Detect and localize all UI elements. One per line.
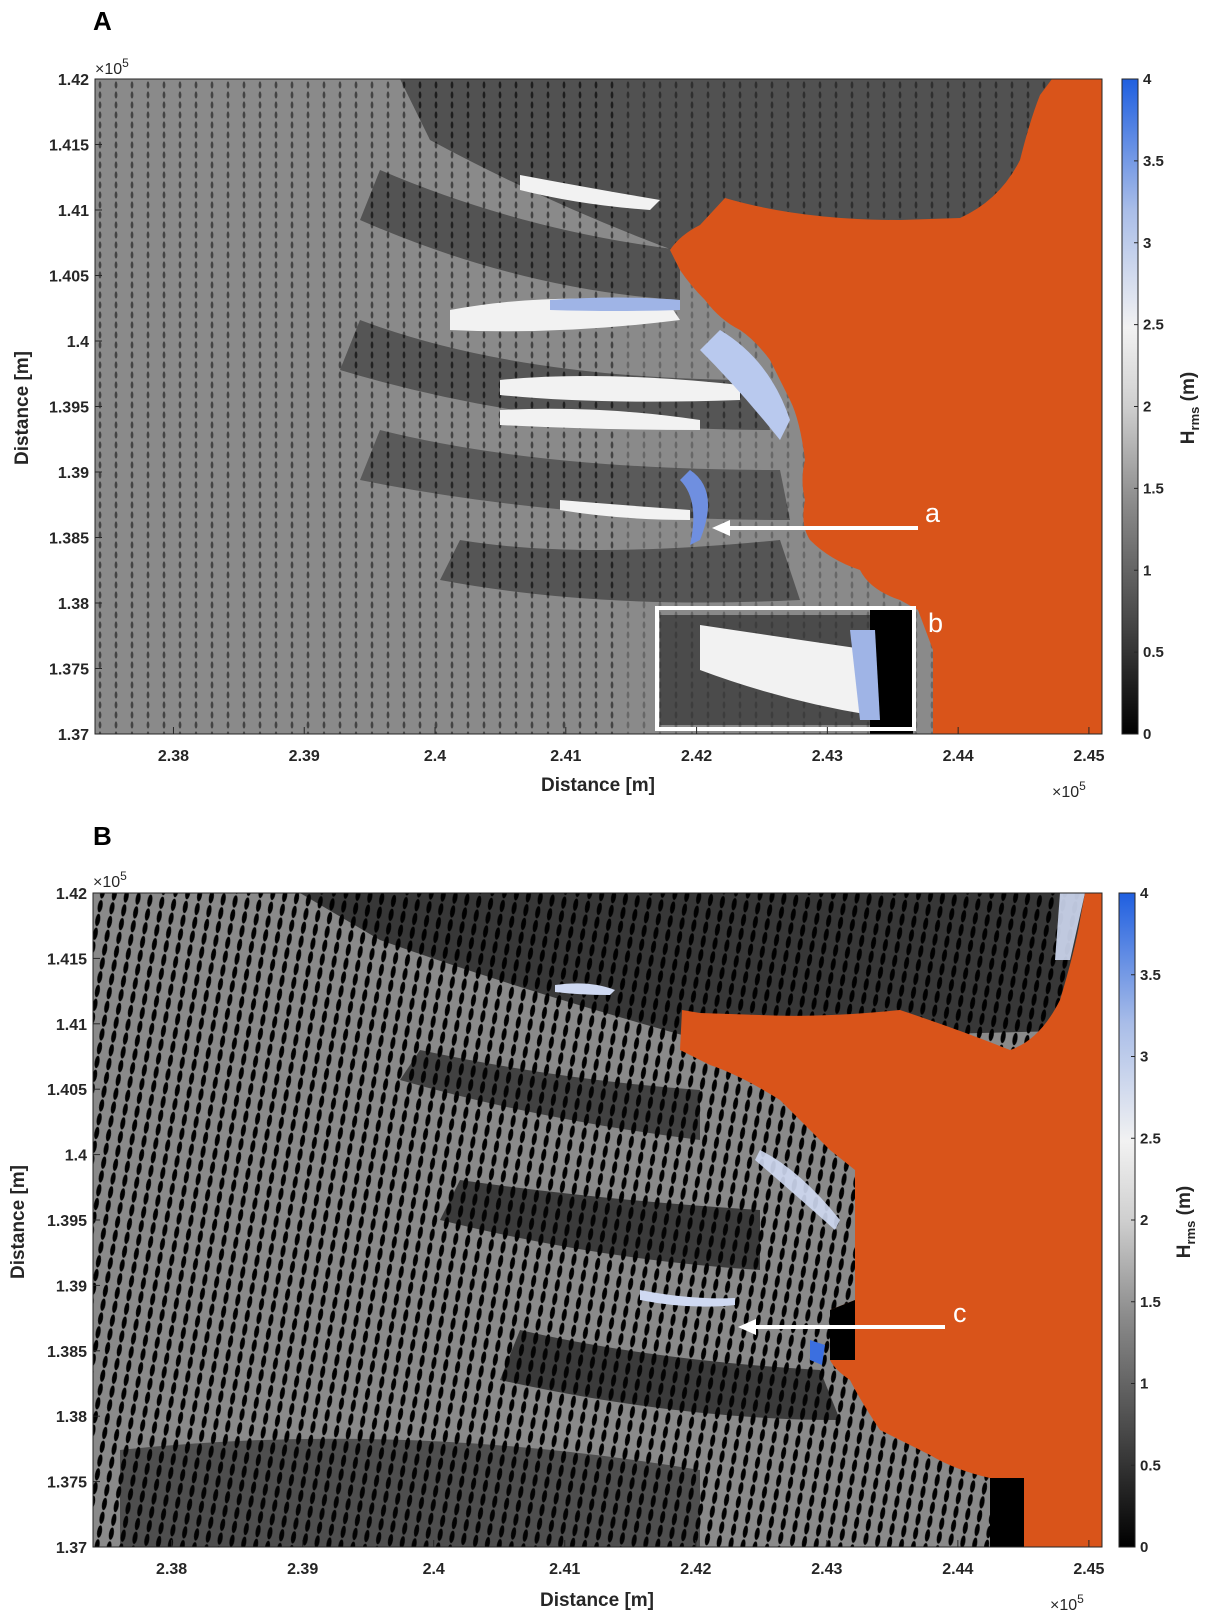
y-multiplier-a: ×105 <box>95 56 129 78</box>
colorbar-tick-label-a: 1.5 <box>1143 480 1164 497</box>
colorbar-ticks-a: 4 3.5 3 2.5 2 1.5 1 0.5 0 <box>1134 71 1164 743</box>
y-tick-label-a: 1.41 <box>58 203 89 220</box>
y-axis-label-b: Distance [m] <box>8 1165 29 1279</box>
x-tick-label-b: 2.42 <box>680 1561 711 1578</box>
y-tick-label-b: 1.395 <box>47 1213 87 1230</box>
x-ticks-a: 2.38 2.39 2.4 2.41 2.42 2.43 2.44 2.45 <box>158 727 1105 765</box>
y-tick-label-b: 1.41 <box>56 1017 87 1034</box>
colorbar-tick-label-b: 0 <box>1140 1539 1148 1556</box>
colorbar-tick-label-b: 4 <box>1140 885 1149 902</box>
x-tick-label-b: 2.41 <box>549 1561 580 1578</box>
colorbar-ticks-b: 4 3.5 3 2.5 2 1.5 1 0.5 0 <box>1131 885 1161 1556</box>
land-a <box>670 79 1102 734</box>
y-tick-label-a: 1.375 <box>49 662 89 679</box>
colorbar-tick-label-b: 1 <box>1140 1376 1148 1393</box>
wave-field-a <box>95 79 1102 734</box>
y-multiplier-b: ×105 <box>93 869 127 891</box>
x-multiplier-b: ×105 <box>1050 1592 1084 1614</box>
colorbar-tick-label-b: 3.5 <box>1140 967 1161 984</box>
wave-field-b <box>93 893 1102 1547</box>
y-tick-label-b: 1.38 <box>56 1409 87 1426</box>
y-tick-label-b: 1.375 <box>47 1475 87 1492</box>
x-tick-label-a: 2.39 <box>289 748 320 765</box>
annotation-a-label: a <box>925 498 941 528</box>
annotation-c: c <box>738 1298 967 1335</box>
panel-label-a: A <box>93 6 112 36</box>
y-tick-label-a: 1.39 <box>58 465 89 482</box>
x-tick-label-b: 2.43 <box>811 1561 842 1578</box>
x-tick-label-b: 2.45 <box>1073 1561 1104 1578</box>
x-axis-label-a: Distance [m] <box>541 775 655 796</box>
colorbar-label-a: Hrms (m) <box>1178 372 1202 444</box>
x-tick-label-a: 2.38 <box>158 748 189 765</box>
colorbar-tick-label-a: 3.5 <box>1143 153 1164 170</box>
colorbar-tick-label-b: 2 <box>1140 1212 1148 1229</box>
x-axis-label-b: Distance [m] <box>540 1590 654 1611</box>
colorbar-tick-label-a: 2.5 <box>1143 317 1164 334</box>
colorbar-tick-label-a: 4 <box>1143 71 1152 88</box>
colorbar-label-b: Hrms (m) <box>1174 1186 1198 1258</box>
colorbar-tick-label-b: 3 <box>1140 1049 1148 1066</box>
panel-label-b: B <box>93 821 112 851</box>
x-tick-label-b: 2.39 <box>287 1561 318 1578</box>
annotation-a: a <box>712 498 941 536</box>
y-tick-label-b: 1.42 <box>56 886 87 903</box>
colorbar-tick-label-b: 1.5 <box>1140 1294 1161 1311</box>
y-tick-label-a: 1.405 <box>49 269 89 286</box>
colorbar-tick-label-a: 0 <box>1143 726 1151 743</box>
y-tick-label-a: 1.38 <box>58 596 89 613</box>
y-tick-label-a: 1.415 <box>49 138 89 155</box>
y-tick-label-a: 1.385 <box>49 531 89 548</box>
y-tick-label-b: 1.4 <box>65 1148 87 1165</box>
y-axis-label-a: Distance [m] <box>12 351 33 465</box>
colorbar-tick-label-b: 0.5 <box>1140 1457 1161 1474</box>
colorbar-tick-label-b: 2.5 <box>1140 1130 1161 1147</box>
colorbar-tick-label-a: 3 <box>1143 235 1151 252</box>
y-tick-label-b: 1.39 <box>56 1278 87 1295</box>
y-tick-label-a: 1.37 <box>58 727 89 744</box>
y-tick-label-b: 1.37 <box>56 1540 87 1557</box>
colorbar-tick-label-a: 2 <box>1143 399 1151 416</box>
panel-a: a b A 1.42 1.415 1.41 1.405 1.4 1.395 1.39 1.38… <box>12 6 1202 801</box>
y-ticks-a: 1.42 1.415 1.41 1.405 1.4 1.395 1.39 1.385 1.38 1… <box>49 72 102 744</box>
x-tick-label-b: 2.4 <box>423 1561 445 1578</box>
x-tick-label-a: 2.45 <box>1073 748 1104 765</box>
annotation-b: b <box>655 606 943 731</box>
colorbar-tick-label-a: 0.5 <box>1143 644 1164 661</box>
land-b <box>680 893 1102 1547</box>
x-multiplier-a: ×105 <box>1052 779 1086 801</box>
heatmap-a-svg: a b A 1.42 1.415 1.41 1.405 1.4 1.395 1.39 1.38… <box>12 6 1202 801</box>
colorbar-tick-label-a: 1 <box>1143 562 1151 579</box>
y-tick-label-b: 1.415 <box>47 951 87 968</box>
x-tick-label-a: 2.43 <box>812 748 843 765</box>
x-tick-label-b: 2.38 <box>156 1561 187 1578</box>
x-ticks-b: 2.38 2.39 2.4 2.41 2.42 2.43 2.44 2.45 <box>156 1540 1105 1578</box>
x-tick-label-a: 2.41 <box>550 748 581 765</box>
annotation-c-label: c <box>953 1298 967 1328</box>
x-tick-label-a: 2.44 <box>943 748 974 765</box>
y-tick-label-a: 1.395 <box>49 400 89 417</box>
x-tick-label-b: 2.44 <box>942 1561 973 1578</box>
panel-b: c B 1.42 1.415 1.41 1.405 1.4 1.395 1.39 1.385 1… <box>0 807 1207 1614</box>
y-tick-label-b: 1.385 <box>47 1344 87 1361</box>
y-tick-label-b: 1.405 <box>47 1082 87 1099</box>
heatmap-b-svg: c B 1.421.4151.411.4051.41.3951.391.3851… <box>8 821 1198 1614</box>
y-ticks-b: 1.42 1.415 1.41 1.405 1.4 1.395 1.39 1.385 1.38 1… <box>47 886 100 1557</box>
annotation-b-label: b <box>928 608 943 638</box>
y-tick-label-a: 1.4 <box>67 334 89 351</box>
x-tick-label-a: 2.4 <box>424 748 446 765</box>
y-tick-label-a: 1.42 <box>58 72 89 89</box>
x-tick-label-a: 2.42 <box>681 748 712 765</box>
